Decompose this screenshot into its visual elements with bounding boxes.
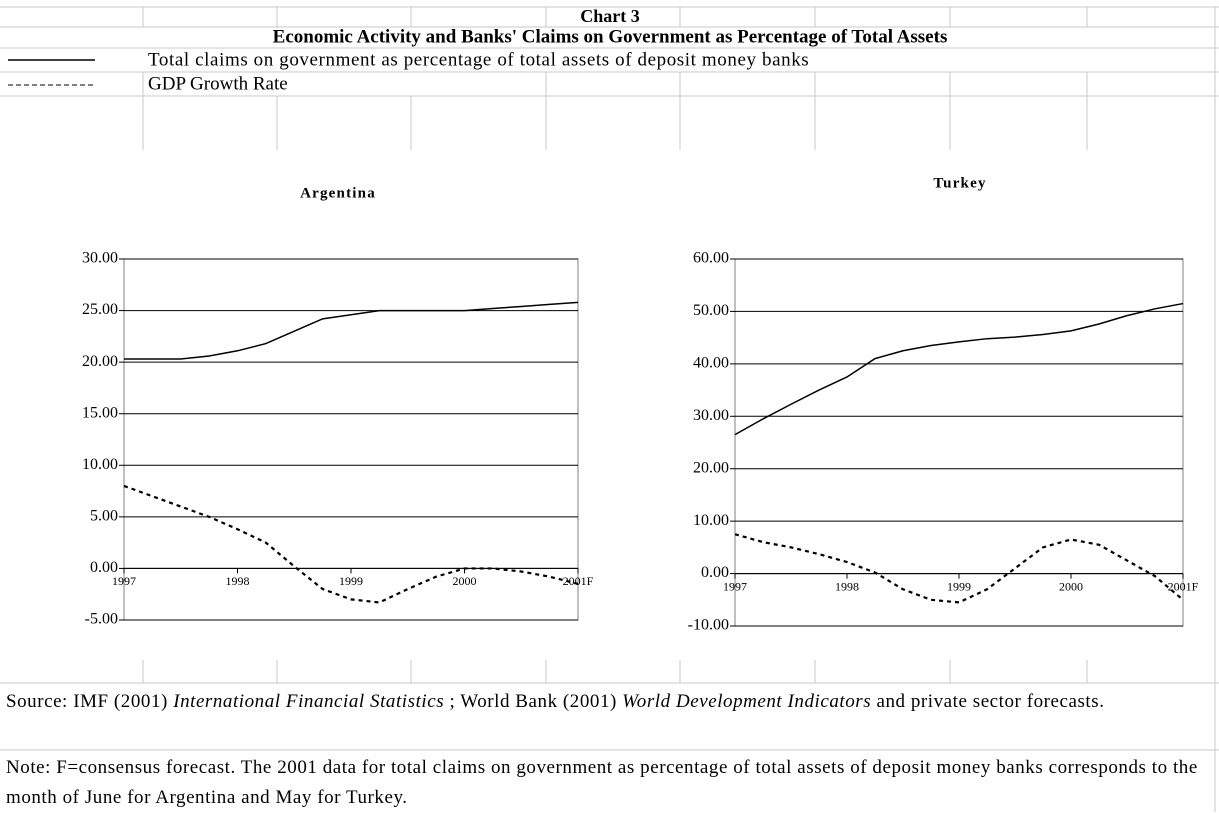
legend-text: GDP Growth Rate [148, 73, 288, 94]
source-text: and private sector forecasts. [871, 691, 1105, 712]
footnote: Note: F=consensus forecast. The 2001 dat… [6, 757, 1198, 808]
source-text: Source: IMF (2001) [6, 691, 174, 712]
y-tick-label: 20.00 [82, 353, 118, 370]
y-tick-label: 5.00 [90, 508, 118, 525]
x-tick-label: 1998 [226, 574, 250, 588]
source-text: ; World Bank (2001) [444, 691, 623, 712]
x-tick-label: 2000 [453, 574, 477, 588]
y-tick-label: 25.00 [82, 301, 118, 318]
y-tick-label: 30.00 [82, 250, 118, 267]
y-tick-label: 50.00 [693, 302, 729, 319]
source-text: International Financial Statistics [173, 691, 445, 712]
sheet-grid [0, 6, 1219, 812]
y-tick-label: 0.00 [90, 559, 118, 576]
series-line [123, 484, 579, 604]
source-note: Source: IMF (2001) International Financi… [6, 687, 1211, 717]
y-tick-label: 10.00 [693, 512, 729, 529]
chart-title: Argentina [300, 185, 376, 201]
y-tick-label: 20.00 [693, 459, 729, 476]
y-tick-label: 10.00 [82, 456, 118, 473]
charts: Argentina -5.00 0.00 5.00 10.00 15.00 20.00 25.… [82, 175, 1199, 633]
x-tick-label: 1997 [112, 574, 136, 588]
y-tick-label: 15.00 [82, 404, 118, 421]
plot-frame [734, 258, 1184, 627]
x-tick-label: 2000 [1059, 579, 1083, 593]
plot-frame [123, 258, 579, 621]
source-text: World Development Indicators [622, 691, 872, 712]
series-line [734, 302, 1184, 436]
x-tick-label: 1999 [947, 579, 971, 593]
series-line [124, 301, 579, 360]
chart-title: Turkey [933, 175, 986, 191]
x-tick-label: 2001F [563, 574, 594, 588]
x-tick-label: 1998 [835, 579, 859, 593]
chart-label: Chart 3 [580, 6, 640, 26]
x-tick-label: 1999 [339, 574, 363, 588]
legend-text: Total claims on government as percentage… [148, 49, 809, 70]
y-tick-label: 40.00 [693, 355, 729, 372]
y-tick-label: 30.00 [693, 407, 729, 424]
y-tick-label: -5.00 [85, 611, 118, 628]
x-tick-label: 1997 [723, 579, 747, 593]
y-tick-label: 60.00 [693, 250, 729, 267]
y-tick-label: -10.00 [688, 617, 729, 634]
x-tick-label: 2001F [1168, 579, 1199, 593]
y-tick-label: 0.00 [701, 564, 729, 581]
sheet-title: Economic Activity and Banks' Claims on G… [273, 26, 948, 47]
